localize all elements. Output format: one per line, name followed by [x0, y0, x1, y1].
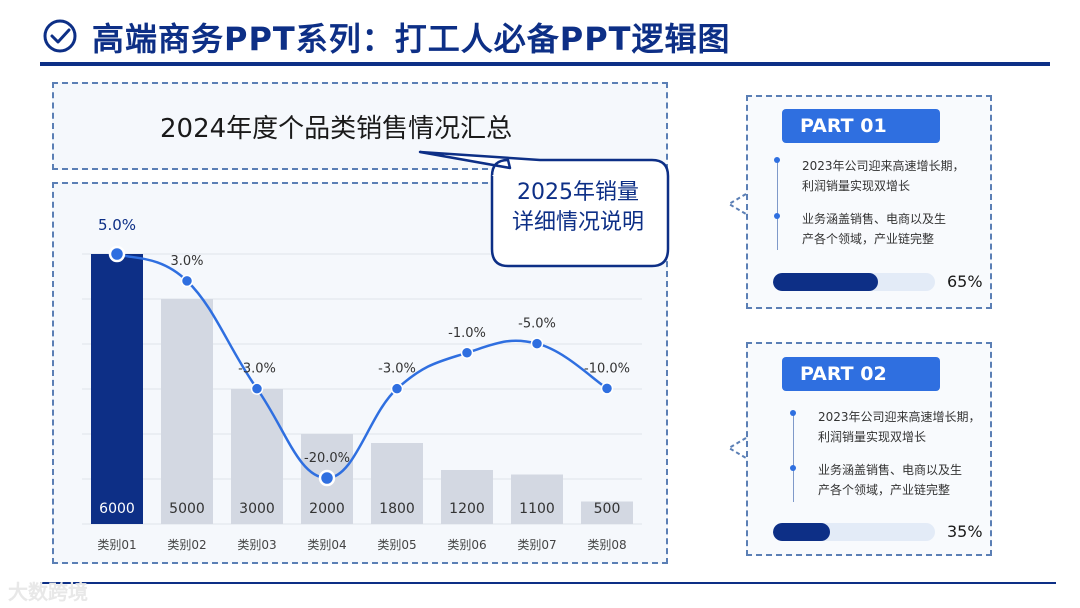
page-title: 高端商务PPT系列：打工人必备PPT逻辑图: [92, 20, 731, 58]
bar-value-label: 1100: [519, 501, 555, 517]
part-02-bullet-1-line-2: 利润销量实现双增长: [818, 430, 927, 444]
part-01-progress-label: 65%: [947, 272, 983, 291]
part-02-dot-1: [790, 410, 796, 416]
part-01-progress-fill: [773, 273, 879, 291]
callout-line-1: 2025年销量: [517, 180, 639, 205]
growth-label: -5.0%: [518, 317, 556, 332]
chart-title: 2024年度个品类销售情况汇总: [160, 114, 513, 144]
growth-label: -1.0%: [448, 326, 486, 341]
x-tick-label: 类别02: [167, 538, 206, 552]
x-tick-label: 类别01: [97, 538, 136, 552]
x-tick-label: 类别04: [307, 538, 346, 552]
checkmark-circle-icon: [43, 19, 77, 53]
part-02-progress-track: [773, 523, 935, 541]
part-02-bullet-1-line-1: 2023年公司迎来高速增长期，: [818, 410, 981, 424]
bar-value-label: 3000: [239, 501, 275, 517]
part-02-dot-2: [790, 465, 796, 471]
growth-point-3: [250, 382, 264, 395]
growth-point-4: [318, 469, 336, 487]
bar-3: [231, 389, 283, 524]
part-01-progress-track: [773, 273, 935, 291]
bar-value-label: 500: [594, 501, 621, 517]
bar-value-label: 2000: [309, 501, 345, 517]
watermark: 大数跨境: [8, 580, 88, 604]
bar-2: [161, 299, 213, 524]
growth-line: [116, 252, 608, 480]
growth-point-5: [390, 382, 404, 395]
part-02-bullet-2: 业务涵盖销售、电商以及生 产各个领域，产业链完整: [818, 460, 962, 500]
bar-8: [581, 501, 633, 524]
part-02-label: PART 02: [782, 357, 940, 391]
part-01-pointer: [727, 193, 747, 215]
growth-point-1: [108, 245, 126, 263]
growth-label: -20.0%: [304, 451, 350, 466]
part-02-pointer: [727, 437, 747, 459]
part-01-bullet-1-line-1: 2023年公司迎来高速增长期，: [802, 159, 965, 173]
bar-value-label: 5000: [169, 501, 205, 517]
part-02-timeline: [793, 412, 794, 502]
bar-1: [91, 254, 143, 524]
growth-label: -10.0%: [584, 361, 630, 376]
bar-6: [441, 470, 493, 524]
bar-value-label: 1200: [449, 501, 485, 517]
chart-title-box: [52, 82, 668, 170]
x-tick-label: 类别05: [377, 538, 416, 552]
growth-point-7: [530, 337, 544, 350]
bar-value-label: 1800: [379, 501, 415, 517]
part-01-bullet-2: 业务涵盖销售、电商以及生 产各个领域，产业链完整: [802, 209, 946, 249]
part-01-timeline: [777, 160, 778, 250]
bar-7: [511, 474, 563, 524]
callout-line-2: 详细情况说明: [511, 210, 644, 235]
x-tick-label: 类别07: [517, 538, 556, 552]
growth-label: 5.0%: [98, 216, 136, 234]
footer-rule: [40, 582, 1056, 584]
part-02-bullet-2-line-2: 产各个领域，产业链完整: [818, 483, 951, 497]
bar-value-label: 6000: [99, 501, 135, 517]
growth-label: 3.0%: [170, 254, 203, 269]
part-01-bullet-2-line-2: 产各个领域，产业链完整: [802, 232, 935, 246]
part-02-bullet-2-line-1: 业务涵盖销售、电商以及生: [818, 463, 963, 477]
part-01-dot-1: [774, 157, 780, 163]
part-01-bullet-1: 2023年公司迎来高速增长期， 利润销量实现双增长: [802, 156, 965, 196]
x-tick-label: 类别06: [447, 538, 486, 552]
growth-point-8: [600, 382, 614, 395]
title-underline: [40, 62, 1050, 66]
callout-bubble: [418, 150, 670, 268]
part-02-progress-fill: [773, 523, 830, 541]
x-tick-label: 类别03: [237, 538, 276, 552]
bar-5: [371, 443, 423, 524]
growth-point-6: [460, 346, 474, 360]
x-tick-label: 类别08: [587, 538, 626, 552]
part-01-dot-2: [774, 213, 780, 219]
part-02-progress-label: 35%: [947, 522, 983, 541]
growth-point-2: [180, 274, 194, 288]
part-02-bullet-1: 2023年公司迎来高速增长期， 利润销量实现双增长: [818, 407, 981, 447]
part-01-bullet-1-line-2: 利润销量实现双增长: [802, 179, 911, 193]
growth-label: -3.0%: [238, 362, 276, 377]
callout-text: 2025年销量 详细情况说明: [498, 178, 658, 238]
part-01-label: PART 01: [782, 109, 940, 143]
growth-label: -3.0%: [378, 362, 416, 377]
part-01-bullet-2-line-1: 业务涵盖销售、电商以及生: [802, 212, 947, 226]
